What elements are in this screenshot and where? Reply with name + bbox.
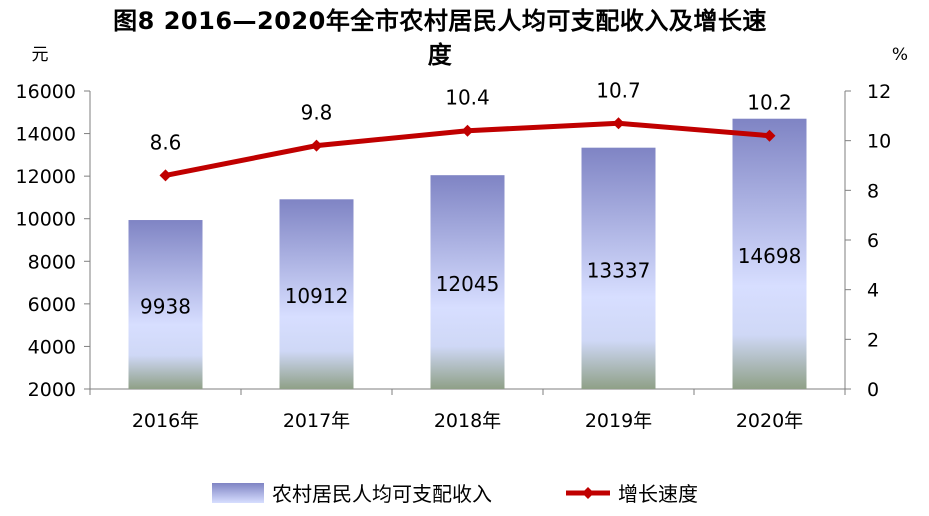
growth-value-label: 10.4 [445, 86, 490, 110]
y-left-tick-label: 14000 [16, 124, 76, 146]
bar-2017年 [279, 199, 354, 389]
y-left-tick-label: 12000 [16, 166, 76, 188]
x-tick-label: 2017年 [283, 410, 350, 432]
y-right-tick-label: 6 [867, 230, 879, 252]
bar-value-label: 14698 [738, 244, 802, 268]
chart-title-line1: 图8 2016—2020年全市农村居民人均可支配收入及增长速 [113, 7, 767, 35]
y-right-tick-label: 0 [867, 379, 879, 401]
y-right-tick-label: 12 [867, 81, 891, 103]
bar-2016年 [128, 220, 203, 389]
bar-2018年 [430, 175, 505, 389]
growth-value-label: 10.2 [747, 91, 792, 115]
y-right-tick-label: 4 [867, 280, 879, 302]
bar-2019年 [581, 147, 656, 389]
chart-title-line2: 度 [427, 41, 453, 69]
bar-value-label: 13337 [587, 258, 651, 282]
bar-value-label: 12045 [436, 272, 500, 296]
x-tick-label: 2019年 [585, 410, 652, 432]
y-right-tick-label: 2 [867, 329, 879, 351]
x-tick-label: 2018年 [434, 410, 501, 432]
growth-value-label: 8.6 [150, 130, 182, 154]
bar-2020年 [732, 118, 807, 390]
legend-swatch-income [212, 483, 264, 503]
y-left-tick-label: 6000 [28, 294, 76, 316]
y-left-tick-label: 2000 [28, 379, 76, 401]
y-left-unit: 元 [32, 45, 49, 65]
growth-marker [159, 169, 172, 182]
growth-value-label: 9.8 [301, 101, 333, 125]
growth-marker [763, 129, 776, 142]
x-tick-label: 2020年 [736, 410, 803, 432]
y-left-tick-label: 10000 [16, 209, 76, 231]
x-tick-label: 2016年 [132, 410, 199, 432]
bar-value-label: 10912 [285, 284, 349, 308]
legend-label-income: 农村居民人均可支配收入 [272, 482, 492, 506]
y-right-tick-label: 8 [867, 180, 879, 202]
bar-value-label: 9938 [140, 295, 191, 319]
growth-marker [612, 117, 625, 130]
y-left-tick-label: 4000 [28, 336, 76, 358]
y-left-tick-label: 8000 [28, 251, 76, 273]
legend-marker-growth [582, 487, 594, 499]
y-left-tick-label: 16000 [16, 81, 76, 103]
y-right-unit: % [892, 45, 908, 65]
growth-marker [310, 139, 323, 152]
growth-value-label: 10.7 [596, 78, 641, 102]
y-right-tick-label: 10 [867, 131, 891, 153]
legend-label-growth: 增长速度 [618, 482, 698, 506]
growth-marker [461, 124, 474, 137]
